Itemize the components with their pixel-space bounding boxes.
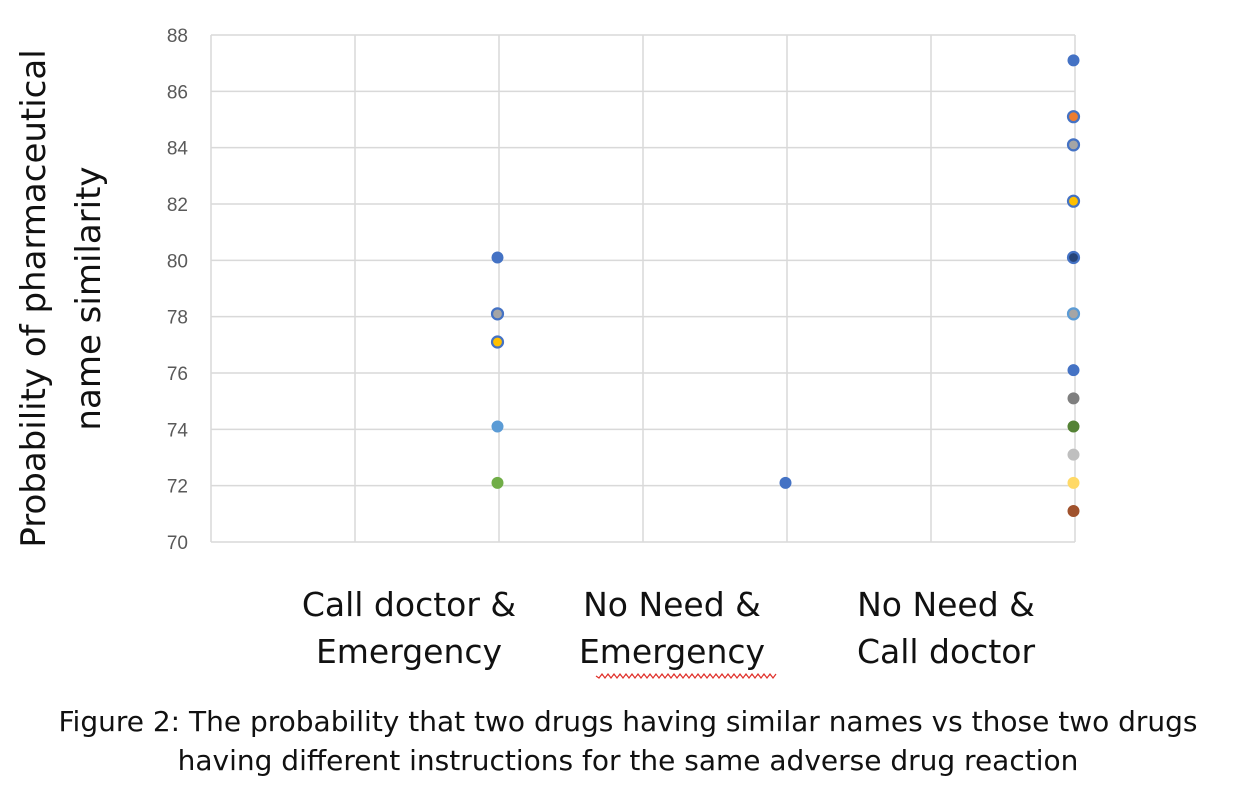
data-point — [1066, 250, 1081, 265]
data-point — [491, 251, 504, 264]
y-axis-title: Probability of pharmaceutical — [14, 49, 54, 547]
data-point — [1067, 54, 1080, 67]
y-tick-label: 76 — [167, 364, 188, 385]
data-point — [1067, 476, 1080, 489]
y-tick-label: 72 — [167, 477, 188, 498]
data-point — [779, 476, 792, 489]
data-point — [1066, 110, 1081, 124]
x-category-label: Emergency — [316, 632, 502, 671]
spellcheck-underline — [595, 673, 777, 679]
data-point — [1067, 505, 1080, 518]
x-category-label: No Need & — [583, 585, 761, 624]
y-tick-label: 80 — [167, 251, 188, 272]
x-category-label: Call doctor — [857, 632, 1036, 671]
data-point — [490, 307, 505, 321]
data-point — [1066, 194, 1081, 208]
data-point — [491, 476, 504, 489]
data-point — [1067, 392, 1080, 405]
data-point — [1067, 420, 1080, 433]
y-axis-title: name similarity — [69, 166, 109, 430]
y-tick-label: 82 — [167, 195, 188, 216]
chart-canvas: 70 72 74 76 78 80 82 84 86 88 Probability of pharm… — [14, 26, 1081, 679]
data-point — [1067, 448, 1080, 461]
figure-caption-line-1: Figure 2: The probability that two drugs… — [58, 705, 1198, 738]
y-tick-label: 84 — [167, 139, 189, 160]
data-point — [1067, 364, 1080, 377]
x-category-label: No Need & — [857, 585, 1035, 624]
y-tick-label: 70 — [167, 533, 188, 554]
y-tick-label: 74 — [167, 420, 189, 441]
figure-caption-line-2: having different instructions for the sa… — [177, 744, 1079, 777]
y-tick-label: 86 — [167, 82, 188, 103]
data-point — [1066, 138, 1081, 152]
x-category-label: Emergency — [579, 632, 765, 671]
data-point — [490, 335, 505, 349]
y-tick-label: 78 — [167, 308, 188, 329]
y-tick-label: 88 — [167, 26, 188, 47]
data-point — [491, 420, 504, 433]
x-category-label: Call doctor & — [302, 585, 516, 624]
data-point — [1066, 307, 1081, 321]
